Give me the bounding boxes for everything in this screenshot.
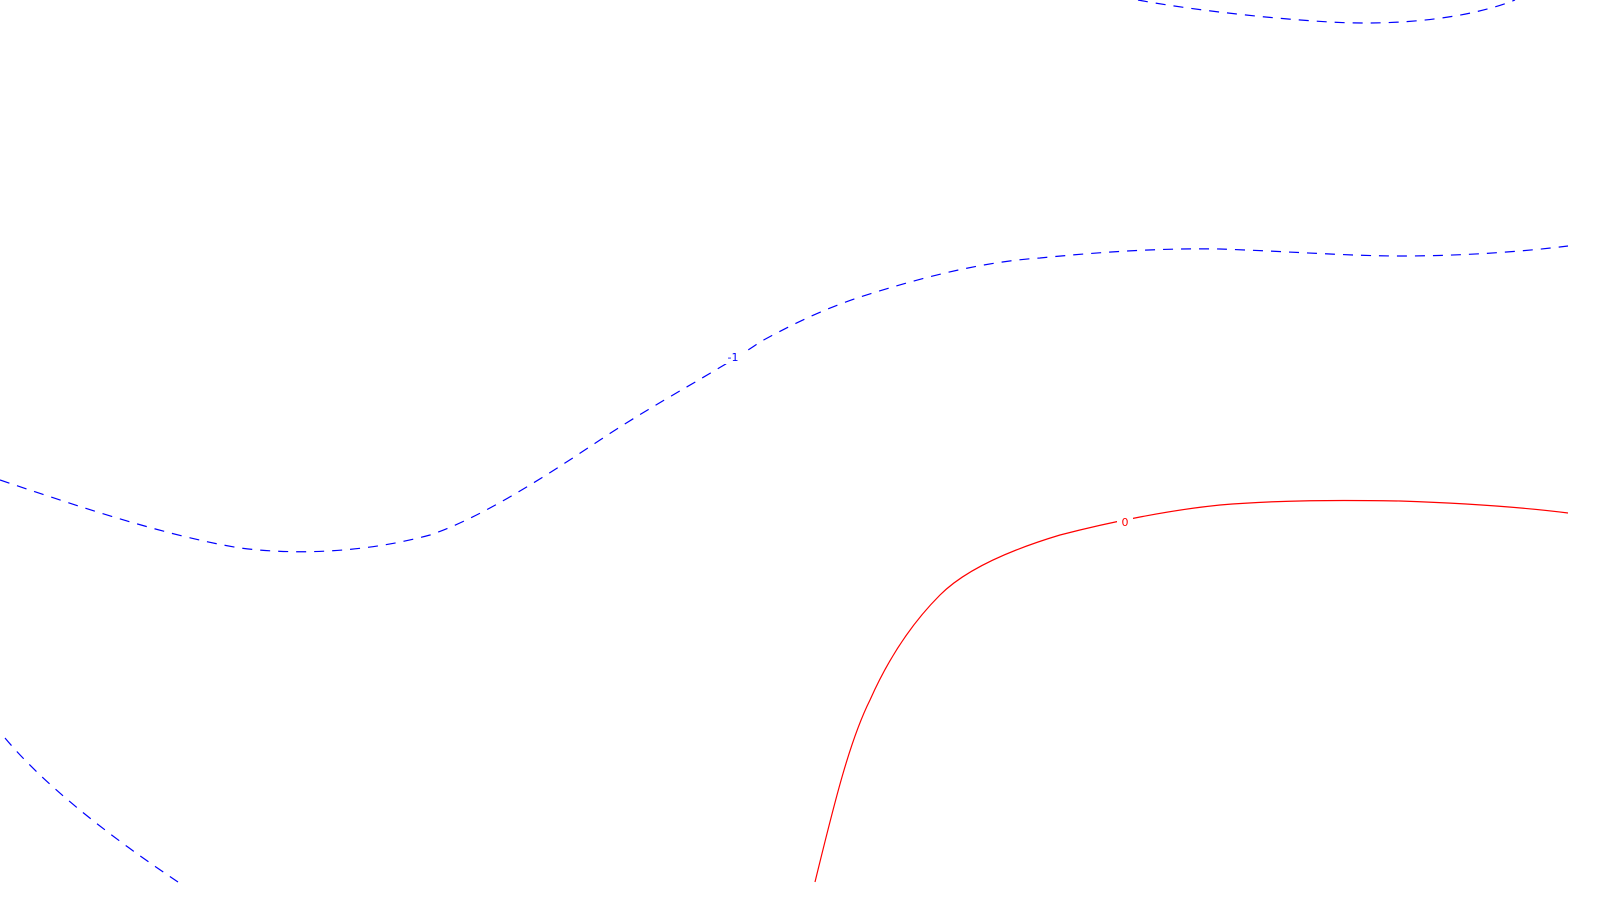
contour-label-neg1: -1 [728,351,739,364]
contour-line-neg1-bottom-left [4,737,179,883]
contour-line-0 [814,499,1569,883]
contour-line-neg1-middle [0,245,1569,553]
contour-label-0-mask [1117,514,1133,528]
contour-label-neg1-mask [724,350,742,364]
contour-label-0: 0 [1122,516,1129,529]
contour-line-neg1-top [1137,0,1516,24]
